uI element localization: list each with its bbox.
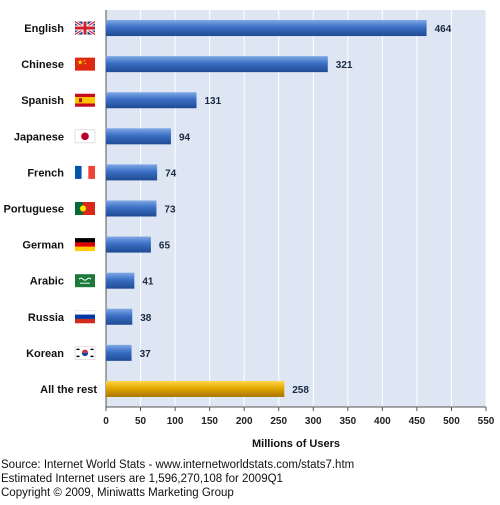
russia-flag-icon	[74, 310, 96, 324]
x-tick-label: 500	[443, 416, 460, 427]
bar	[106, 380, 285, 397]
spain-flag-icon	[75, 93, 95, 107]
data-label: 37	[140, 349, 152, 360]
bar	[106, 308, 133, 325]
x-tick-label: 450	[409, 416, 426, 427]
plot-area	[106, 10, 486, 407]
data-label: 131	[205, 96, 222, 107]
x-tick-label: 50	[135, 416, 147, 427]
x-tick-label: 550	[478, 416, 495, 427]
bar-chart: 0 50 100 150 200 250 300 350 400 450 500 550 English…	[3, 10, 495, 450]
x-tick-label: 350	[339, 416, 356, 427]
bar	[106, 272, 135, 289]
category-label: English	[24, 23, 64, 35]
category-label: German	[22, 240, 64, 252]
x-tick-label: 100	[167, 416, 184, 427]
category-label: Russia	[28, 312, 65, 324]
data-label: 321	[336, 60, 353, 71]
svg-text:★: ★	[84, 62, 87, 66]
saudi-arabia-flag-icon	[75, 274, 95, 288]
x-tick-label: 250	[270, 416, 287, 427]
data-label: 74	[165, 168, 177, 179]
data-label: 38	[140, 313, 152, 324]
category-label: Japanese	[14, 131, 64, 143]
category-label: French	[27, 167, 64, 179]
x-axis-title: Millions of Users	[252, 438, 340, 450]
x-tick-label: 300	[305, 416, 322, 427]
bar	[106, 200, 157, 217]
x-tick-label: 400	[374, 416, 391, 427]
china-flag-icon: ★ ★★	[75, 57, 95, 71]
data-label: 73	[164, 205, 176, 216]
bar	[106, 164, 158, 181]
category-label: Arabic	[30, 276, 64, 288]
category-label: Chinese	[21, 59, 64, 71]
bar	[106, 344, 132, 361]
data-label: 94	[179, 132, 191, 143]
japan-flag-icon	[74, 129, 96, 144]
copyright-text: Copyright © 2009, Miniwatts Marketing Gr…	[1, 487, 234, 499]
data-label: 258	[292, 385, 309, 396]
data-label: 65	[159, 241, 171, 252]
category-label: All the rest	[40, 384, 97, 396]
portugal-flag-icon	[75, 202, 95, 215]
svg-text:★: ★	[83, 59, 86, 63]
category-label: Spanish	[21, 95, 64, 107]
category-label: Portuguese	[3, 204, 64, 216]
bar	[106, 56, 328, 73]
source-text: Source: Internet World Stats - www.inter…	[1, 459, 355, 471]
bar	[106, 128, 171, 145]
estimate-text: Estimated Internet users are 1,596,270,1…	[1, 473, 283, 485]
x-tick-label: 150	[201, 416, 218, 427]
germany-flag-icon	[75, 238, 95, 252]
svg-text:★: ★	[77, 59, 83, 67]
bar	[106, 236, 151, 253]
x-tick-label: 200	[236, 416, 253, 427]
data-label: 464	[435, 24, 452, 35]
category-label: Korean	[26, 348, 64, 360]
france-flag-icon	[75, 165, 95, 179]
data-label: 41	[142, 277, 154, 288]
south-korea-flag-icon	[74, 346, 96, 360]
uk-flag-icon	[74, 20, 96, 36]
x-tick-label: 0	[103, 416, 109, 427]
bar	[106, 92, 197, 109]
bar	[106, 20, 427, 37]
chart-footer: Source: Internet World Stats - www.inter…	[1, 458, 354, 500]
